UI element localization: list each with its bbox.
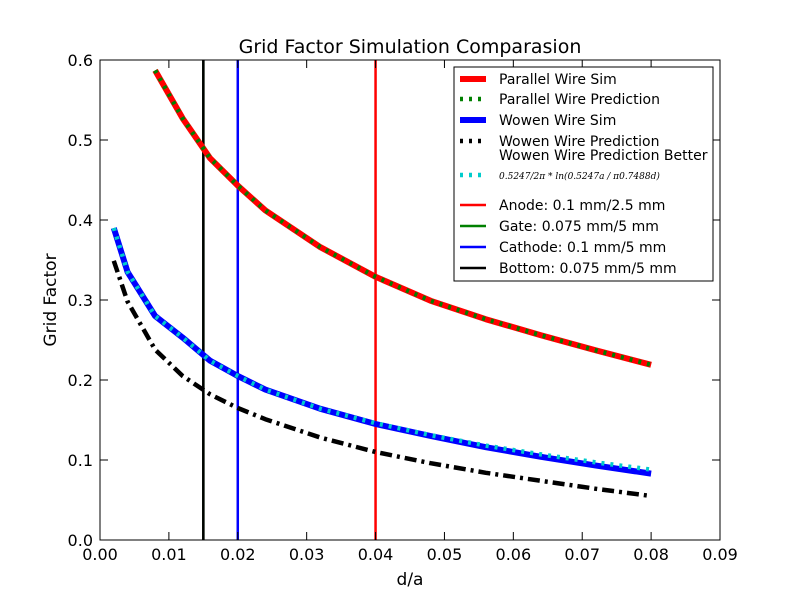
legend-label-wowen-wire-sim: Wowen Wire Sim: [499, 113, 616, 129]
axes-layer: 0.00 0.01 0.02 0.03 0.04 0.05 0.06 0.07 0.08 0.09…: [68, 51, 738, 564]
legend-label-wowen-wire-prediction: Wowen Wire Prediction: [499, 134, 659, 150]
y-tick-label: 0.4: [68, 211, 93, 230]
x-tick-label: 0.01: [151, 545, 187, 564]
x-tick-label: 0.09: [702, 545, 738, 564]
legend-label-anode-0-1-mm-2-5-mm: Anode: 0.1 mm/2.5 mm: [499, 198, 665, 214]
y-tick-label: 0.1: [68, 451, 93, 470]
x-tick-label: 0.08: [633, 545, 669, 564]
x-tick-label: 0.04: [358, 545, 394, 564]
plot-layer: [110, 60, 652, 540]
legend: Parallel Wire Sim Parallel Wire Predictio…: [453, 66, 714, 282]
x-tick-label: 0.06: [496, 545, 532, 564]
series-line-wowen-wire-prediction: [111, 260, 652, 499]
y-tick-label: 0.2: [68, 371, 93, 390]
y-axis-title: Grid Factor: [41, 253, 61, 346]
y-tick-label: 0.5: [68, 131, 93, 150]
x-axis-title: d/a: [397, 570, 424, 590]
series-line-parallel-wire-sim: [152, 68, 652, 368]
legend-label-parallel-wire-sim: Parallel Wire Sim: [499, 72, 617, 88]
x-tick-label: 0.00: [82, 545, 118, 564]
legend-label-gate-0-075-mm-5-mm: Gate: 0.075 mm/5 mm: [499, 219, 659, 235]
plot-clipped-group: [110, 60, 652, 540]
series-line-wowen-wire-prediction-better: [111, 227, 652, 472]
legend-label-bottom-0-075-mm-5-mm: Bottom: 0.075 mm/5 mm: [499, 261, 677, 277]
y-tick-label: 0.6: [68, 51, 93, 70]
legend-label-cathode-0-1-mm-5-mm: Cathode: 0.1 mm/5 mm: [499, 240, 666, 256]
chart-title: Grid Factor Simulation Comparasion: [239, 36, 582, 58]
legend-label-wowen-wire-prediction-better: Wowen Wire Prediction Better: [499, 148, 708, 164]
y-tick-label: 0.0: [68, 531, 93, 550]
x-tick-label: 0.02: [220, 545, 256, 564]
legend-box: [453, 66, 714, 282]
y-tick-label: 0.3: [68, 291, 93, 310]
x-tick-label: 0.03: [289, 545, 325, 564]
legend-formula: 0.5247/2π * ln(0.5247a / π0.7488d): [499, 171, 660, 182]
legend-label-parallel-wire-prediction: Parallel Wire Prediction: [499, 92, 660, 108]
x-tick-label: 0.05: [427, 545, 463, 564]
x-tick-label: 0.07: [564, 545, 600, 564]
